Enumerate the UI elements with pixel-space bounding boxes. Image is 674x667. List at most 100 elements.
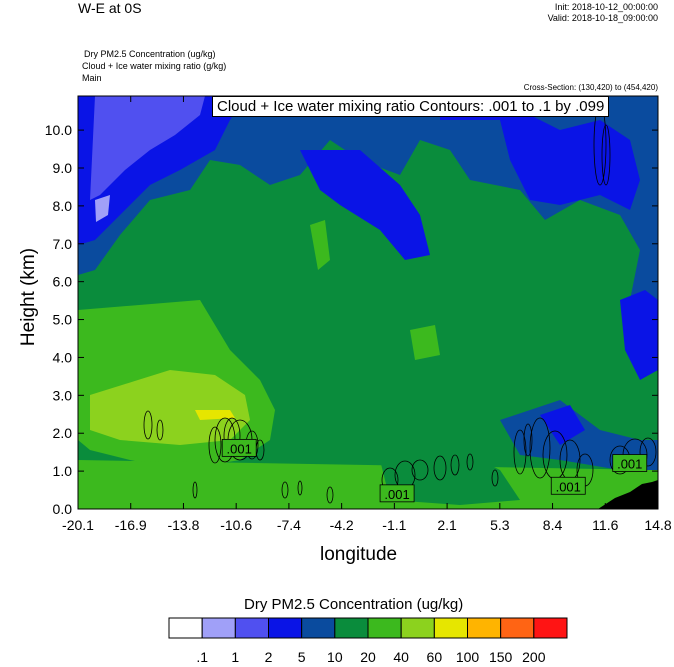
contour-line [491,469,499,487]
x-tick-label: 8.4 [543,517,563,533]
concentration-field [78,96,658,509]
contour-line [156,419,164,441]
colorbar-swatch [367,617,402,639]
contour-line [411,459,429,481]
colorbar-swatch [400,617,435,639]
x-tick-label: -13.8 [167,517,199,533]
colorbar-label: .1 [196,649,208,665]
colorbar-title: Dry PM2.5 Concentration (ug/kg) [244,596,464,613]
contour-line [513,429,527,475]
field-blue-center [300,150,430,260]
x-tick-label: -20.1 [62,517,94,533]
field-subtitle-cloud: Cloud + Ice water mixing ratio (g/kg) [82,61,227,71]
colorbar-swatch [433,617,469,639]
contour-line [529,417,551,479]
colorbar-swatch [533,617,568,639]
y-tick-label: 7.0 [53,236,73,252]
x-tick-label: 5.3 [490,517,510,533]
colorbar-label: 1 [231,649,239,665]
cross-section-info: Cross-Section: (130,420) to (454,420) [523,83,658,92]
colorbar-label: 100 [456,649,480,665]
y-tick-label: 10.0 [45,122,72,138]
contour-line [601,124,611,186]
contour-info-label: Cloud + Ice water mixing ratio Contours:… [212,96,610,117]
y-tick-label: 5.0 [53,312,73,328]
x-axis: -20.1 -16.9 -13.8 -10.6 -7.4 -4.2 -1.1 2.1 5.3 8.… [62,96,672,533]
colorbar: .1 1 2 5 10 20 40 60 100 150 200 [168,617,568,665]
colorbar-label: 10 [327,649,343,665]
x-tick-label: -4.2 [330,517,354,533]
y-tick-label: 9.0 [53,160,73,176]
colorbar-label: 60 [427,649,443,665]
colorbar-swatch [334,617,369,639]
contour-line [523,423,533,457]
y-tick-label: 8.0 [53,198,73,214]
colorbar-swatch [268,617,303,639]
x-tick-label: -1.1 [382,517,406,533]
colorbar-swatch [500,617,535,639]
y-tick-label: 6.0 [53,274,73,290]
contour-line [326,486,334,504]
terrain [598,480,658,509]
contour-line [192,481,198,499]
contour-line [639,437,657,467]
x-tick-label: 14.8 [644,517,671,533]
y-tick-label: 4.0 [53,349,73,365]
cloud-contours: .001 .001 .001 .001 [143,104,657,504]
contour-label: .001 [556,479,581,494]
field-blue-right [440,96,640,210]
y-tick-label: 3.0 [53,387,73,403]
field-green-light-left [90,370,250,445]
y-axis-label: Height (km) [18,247,39,347]
colorbar-label: 20 [360,649,376,665]
colorbar-swatch [201,617,236,639]
contour-label-box [612,454,648,472]
field-blue-far-right [620,290,658,380]
x-axis-label: longitude [320,544,398,565]
field-green-mid-center [410,325,440,360]
field-subtitle-main: Main [82,73,102,83]
contour-label: .001 [227,441,252,456]
colorbar-swatch [234,617,269,639]
colorbar-label: 40 [393,649,409,665]
contour-line [466,453,474,471]
field-blue-light-patch [95,195,110,222]
field-subtitle-pm25: Dry PM2.5 Concentration (ug/kg) [84,49,216,59]
contour-label-box [550,476,586,495]
y-tick-label: 2.0 [53,425,73,441]
field-yellow-patch [195,410,235,420]
x-tick-label: -16.9 [115,517,147,533]
colorbar-label: 5 [298,649,306,665]
contour-line [297,480,303,496]
field-green-mid-small [310,220,330,270]
field-blue-mid-left [90,96,205,200]
y-axis: 0.0 1.0 2.0 3.0 4.0 5.0 6.0 7.0 8.0 9.0 10.0 [45,122,658,517]
x-tick-label: -7.4 [277,517,301,533]
colorbar-label: 200 [522,649,546,665]
contour-line [433,455,447,481]
colorbar-swatch [467,617,502,639]
field-green-dark-low [380,455,520,505]
field-navy-right-low [500,400,658,470]
x-tick-label: -10.6 [220,517,252,533]
contour-line [281,481,289,499]
contour-label: .001 [384,487,409,502]
y-tick-label: 1.0 [53,463,73,479]
contour-line [143,410,153,440]
contour-label-box [221,438,257,457]
colorbar-swatch [301,617,336,639]
x-tick-label: 2.1 [437,517,457,533]
y-tick-label: 0.0 [53,501,73,517]
contour-label-box [379,484,415,503]
figure-title: W-E at 0S [78,0,142,16]
contour-line [208,426,222,464]
contour-line [450,454,460,476]
colorbar-swatch [168,617,203,639]
init-time: Init: 2018-10-12_00:00:00 [554,2,658,12]
field-blue-right-low [540,405,585,445]
colorbar-label: 2 [265,649,273,665]
contour-label: .001 [617,457,642,472]
colorbar-label: 150 [489,649,513,665]
valid-time: Valid: 2018-10-18_09:00:00 [547,13,658,23]
